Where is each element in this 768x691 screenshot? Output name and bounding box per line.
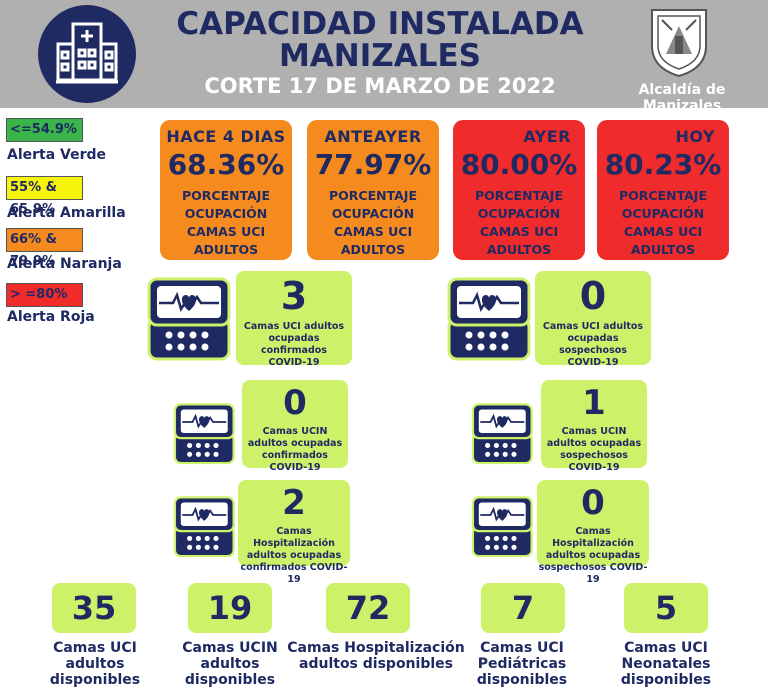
available-uci-pediatricas-value: 7 <box>481 583 565 633</box>
occupancy-card-hoy: HOY 80.23% PORCENTAJE OCUPACIÓN CAMAS UCI A… <box>597 120 729 260</box>
heart-monitor-icon <box>445 273 535 363</box>
hospital-icon <box>38 5 136 103</box>
stat-value: 0 <box>579 274 607 318</box>
page-title-city: MANIZALES <box>278 38 482 74</box>
occupancy-description: PORCENTAJE OCUPACIÓN CAMAS UCI ADULTOS <box>474 188 563 257</box>
heart-monitor-icon <box>470 493 536 559</box>
legend-label-roja: Alerta Roja <box>7 309 95 325</box>
occupancy-description: PORCENTAJE OCUPACIÓN CAMAS UCI ADULTOS <box>618 188 707 257</box>
heart-monitor-icon <box>172 493 238 559</box>
available-ucin-adultos-label: Camas UCIN adultos disponibles <box>182 640 278 688</box>
available-hospitalizacion-value: 72 <box>326 583 410 633</box>
occupancy-description: PORCENTAJE OCUPACIÓN CAMAS UCI ADULTOS <box>181 188 270 257</box>
stat-value: 0 <box>581 483 605 523</box>
stat-card-hosp-sospechosos: 0 Camas Hospitalización adultos ocupadas s… <box>537 480 649 585</box>
heart-monitor-icon <box>172 400 238 466</box>
stat-value: 1 <box>582 383 606 423</box>
legend-swatch-naranja: 66% & 79.9% <box>6 228 83 269</box>
available-hospitalizacion-label: Camas Hospitalización adultos disponibles <box>287 640 465 672</box>
stat-value: 2 <box>282 483 306 523</box>
coat-of-arms-icon <box>648 6 710 78</box>
legend-swatch-amarilla: 55% & 65.9% <box>6 176 83 217</box>
heart-monitor-icon <box>145 273 235 363</box>
available-uci-adultos-value: 35 <box>52 583 136 633</box>
stat-card-uci-sospechosos: 0 Camas UCI adultos ocupadas sospechosos C… <box>535 271 651 368</box>
available-ucin-adultos-value: 19 <box>188 583 272 633</box>
report-date: CORTE 17 DE MARZO DE 2022 <box>204 74 556 98</box>
stat-value: 0 <box>283 383 307 423</box>
occupancy-value: 80.23% <box>604 148 722 181</box>
stat-card-ucin-confirmados: 0 Camas UCIN adultos ocupadas confirmados … <box>242 380 348 473</box>
header-banner: CAPACIDAD INSTALADA MANIZALES CORTE 17 D… <box>0 0 768 114</box>
occupancy-period: HACE 4 DIAS <box>166 127 286 146</box>
occupancy-period: ANTEAYER <box>324 127 422 146</box>
legend-label-verde: Alerta Verde <box>7 147 107 163</box>
legend-swatch-roja: > =80% <box>6 283 83 307</box>
page-title: CAPACIDAD INSTALADA <box>176 6 584 42</box>
occupancy-value: 77.97% <box>314 148 432 181</box>
legend-swatch-verde: <=54.9% <box>6 118 83 142</box>
occupancy-card-anteayer: ANTEAYER 77.97% PORCENTAJE OCUPACIÓN CAMAS… <box>307 120 439 260</box>
legend-label-naranja: Alerta Naranja <box>7 256 122 272</box>
stat-value: 3 <box>280 274 308 318</box>
stat-card-hosp-confirmados: 2 Camas Hospitalización adultos ocupadas c… <box>238 480 350 585</box>
alcaldia-label: Alcaldía de Manizales <box>638 82 726 114</box>
occupancy-card-hace4dias: HACE 4 DIAS 68.36% PORCENTAJE OCUPACIÓN CA… <box>160 120 292 260</box>
occupancy-value: 80.00% <box>460 148 578 181</box>
available-uci-adultos-label: Camas UCI adultos disponibles <box>49 640 141 688</box>
occupancy-card-ayer: AYER 80.00% PORCENTAJE OCUPACIÓN CAMAS UCI… <box>453 120 585 260</box>
legend-label-amarilla: Alerta Amarilla <box>7 205 126 221</box>
available-uci-neonatales-label: Camas UCI Neonatales disponibles <box>620 640 712 688</box>
occupancy-period: HOY <box>675 127 715 146</box>
occupancy-value: 68.36% <box>167 148 285 181</box>
occupancy-period: AYER <box>523 127 571 146</box>
stat-card-uci-confirmados: 3 Camas UCI adultos ocupadas confirmados C… <box>236 271 352 368</box>
stat-card-ucin-sospechosos: 1 Camas UCIN adultos ocupadas sospechosos … <box>541 380 647 473</box>
available-uci-neonatales-value: 5 <box>624 583 708 633</box>
occupancy-description: PORCENTAJE OCUPACIÓN CAMAS UCI ADULTOS <box>328 188 417 257</box>
heart-monitor-icon <box>470 400 536 466</box>
available-uci-pediatricas-label: Camas UCI Pediátricas disponibles <box>476 640 568 688</box>
